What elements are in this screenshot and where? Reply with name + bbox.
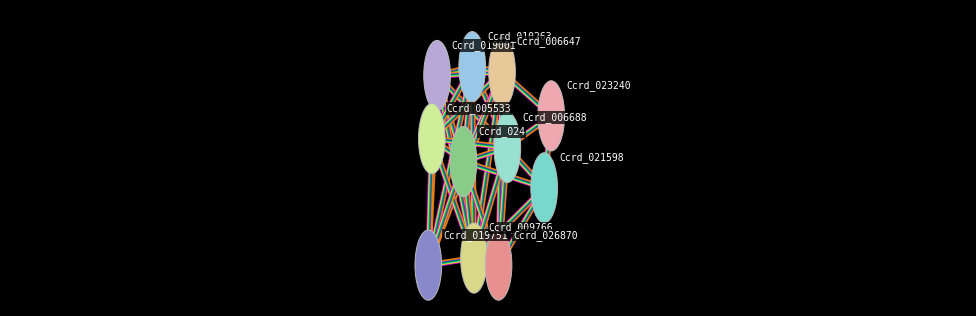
Text: Ccrd_021598: Ccrd_021598 <box>559 152 624 163</box>
Text: Ccrd_019751: Ccrd_019751 <box>443 230 508 240</box>
Ellipse shape <box>494 112 520 183</box>
Text: Ccrd_009766: Ccrd_009766 <box>489 222 553 234</box>
Text: Ccrd_019001: Ccrd_019001 <box>452 40 516 51</box>
Ellipse shape <box>461 223 487 293</box>
Text: Ccrd_026870: Ccrd_026870 <box>513 230 578 240</box>
Text: Ccrd_006647: Ccrd_006647 <box>516 36 582 47</box>
Ellipse shape <box>415 230 442 300</box>
Text: Ccrd_006688: Ccrd_006688 <box>522 112 587 123</box>
Ellipse shape <box>450 126 476 197</box>
Ellipse shape <box>531 153 557 223</box>
Ellipse shape <box>424 40 451 111</box>
Text: Ccrd_023240: Ccrd_023240 <box>566 80 630 91</box>
Ellipse shape <box>489 37 515 107</box>
Ellipse shape <box>419 104 445 174</box>
Ellipse shape <box>485 230 511 300</box>
Ellipse shape <box>459 32 485 102</box>
Text: Ccrd_005533: Ccrd_005533 <box>447 103 511 114</box>
Text: Ccrd_010263: Ccrd_010263 <box>487 31 551 42</box>
Text: Ccrd_024: Ccrd_024 <box>478 126 525 137</box>
Ellipse shape <box>538 81 564 151</box>
